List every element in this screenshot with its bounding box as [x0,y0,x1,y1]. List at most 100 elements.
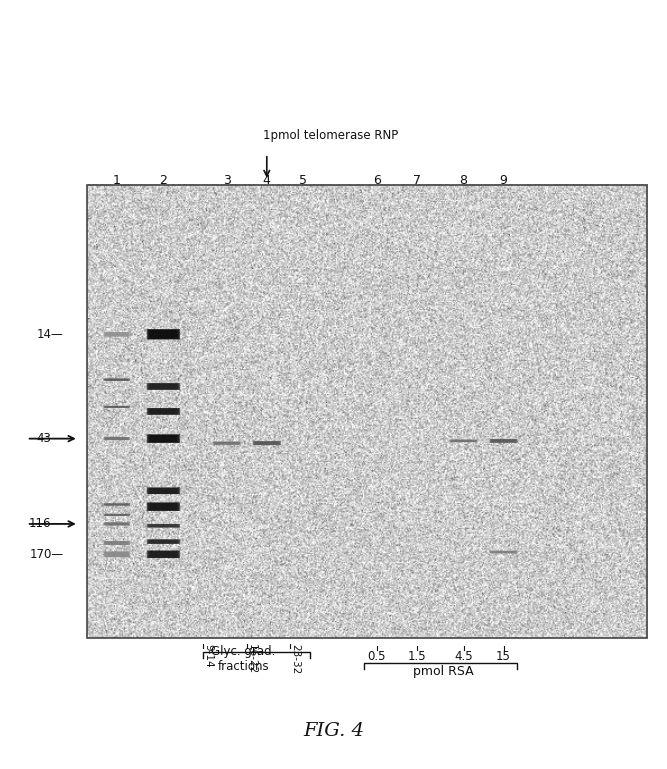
FancyBboxPatch shape [147,487,180,495]
FancyBboxPatch shape [450,439,477,443]
FancyBboxPatch shape [149,502,178,511]
FancyBboxPatch shape [104,503,129,506]
FancyBboxPatch shape [150,434,177,443]
FancyBboxPatch shape [150,408,177,415]
FancyBboxPatch shape [151,408,176,414]
FancyBboxPatch shape [105,541,129,545]
FancyBboxPatch shape [107,551,127,558]
FancyBboxPatch shape [105,522,129,526]
FancyBboxPatch shape [149,434,177,443]
FancyBboxPatch shape [106,503,127,506]
FancyBboxPatch shape [149,487,178,494]
Text: 15: 15 [496,650,511,663]
FancyBboxPatch shape [104,405,129,408]
FancyBboxPatch shape [103,541,130,546]
FancyBboxPatch shape [492,438,516,443]
FancyBboxPatch shape [147,523,180,528]
FancyBboxPatch shape [106,437,127,441]
FancyBboxPatch shape [104,521,129,526]
FancyBboxPatch shape [149,502,177,511]
FancyBboxPatch shape [149,488,177,494]
FancyBboxPatch shape [150,329,177,339]
FancyBboxPatch shape [149,550,178,558]
Text: FIG. 4: FIG. 4 [303,721,364,740]
FancyBboxPatch shape [106,541,127,545]
FancyBboxPatch shape [106,331,127,337]
FancyBboxPatch shape [148,328,179,340]
FancyBboxPatch shape [151,329,176,339]
FancyBboxPatch shape [151,524,176,528]
FancyBboxPatch shape [104,541,129,546]
FancyBboxPatch shape [255,441,278,445]
FancyBboxPatch shape [105,551,128,558]
Text: 116—: 116— [29,518,63,531]
Text: 43—: 43— [37,432,63,445]
FancyBboxPatch shape [147,538,180,544]
FancyBboxPatch shape [105,513,129,517]
FancyBboxPatch shape [105,405,129,408]
FancyBboxPatch shape [150,502,177,511]
FancyBboxPatch shape [150,524,177,528]
Text: 4: 4 [263,175,271,187]
Text: pmol RSA: pmol RSA [414,665,474,678]
Text: 16-22: 16-22 [247,644,257,674]
FancyBboxPatch shape [492,551,516,554]
Text: 14—: 14— [37,328,63,341]
FancyBboxPatch shape [253,441,280,446]
FancyBboxPatch shape [149,408,178,415]
FancyBboxPatch shape [215,441,239,445]
FancyBboxPatch shape [149,539,178,544]
FancyBboxPatch shape [492,439,515,443]
FancyBboxPatch shape [492,550,516,554]
FancyBboxPatch shape [148,524,179,528]
FancyBboxPatch shape [452,439,476,443]
FancyBboxPatch shape [105,513,128,517]
FancyBboxPatch shape [148,539,179,544]
FancyBboxPatch shape [493,551,514,554]
FancyBboxPatch shape [149,329,178,340]
FancyBboxPatch shape [492,551,515,554]
FancyBboxPatch shape [105,331,129,337]
FancyBboxPatch shape [107,522,127,526]
FancyBboxPatch shape [107,514,127,516]
FancyBboxPatch shape [148,487,179,494]
FancyBboxPatch shape [104,551,129,558]
FancyBboxPatch shape [452,439,476,443]
FancyBboxPatch shape [451,439,476,443]
FancyBboxPatch shape [104,331,129,337]
FancyBboxPatch shape [148,550,179,558]
FancyBboxPatch shape [151,551,176,558]
FancyBboxPatch shape [107,503,127,506]
FancyBboxPatch shape [147,382,179,391]
FancyBboxPatch shape [105,378,129,381]
FancyBboxPatch shape [106,405,127,408]
FancyBboxPatch shape [106,513,127,517]
FancyBboxPatch shape [490,550,517,554]
Text: Glyc. grad.
fractions: Glyc. grad. fractions [211,645,275,673]
FancyBboxPatch shape [103,551,130,558]
FancyBboxPatch shape [106,378,127,381]
FancyBboxPatch shape [103,521,130,526]
FancyBboxPatch shape [103,331,130,338]
FancyBboxPatch shape [150,488,177,494]
FancyBboxPatch shape [104,513,129,517]
Text: 23-32: 23-32 [290,644,300,674]
Text: 1.5: 1.5 [408,650,426,663]
FancyBboxPatch shape [151,503,176,511]
FancyBboxPatch shape [147,539,179,544]
FancyBboxPatch shape [105,503,129,506]
FancyBboxPatch shape [255,441,279,445]
FancyBboxPatch shape [491,550,516,554]
FancyBboxPatch shape [215,441,238,445]
FancyBboxPatch shape [148,434,179,444]
FancyBboxPatch shape [453,439,474,443]
FancyBboxPatch shape [149,524,178,528]
FancyBboxPatch shape [149,408,177,415]
FancyBboxPatch shape [105,437,129,441]
Text: 170—: 170— [29,548,63,561]
FancyBboxPatch shape [148,408,179,415]
FancyBboxPatch shape [490,438,518,444]
FancyBboxPatch shape [107,378,127,381]
FancyBboxPatch shape [147,502,179,511]
FancyBboxPatch shape [213,441,240,445]
